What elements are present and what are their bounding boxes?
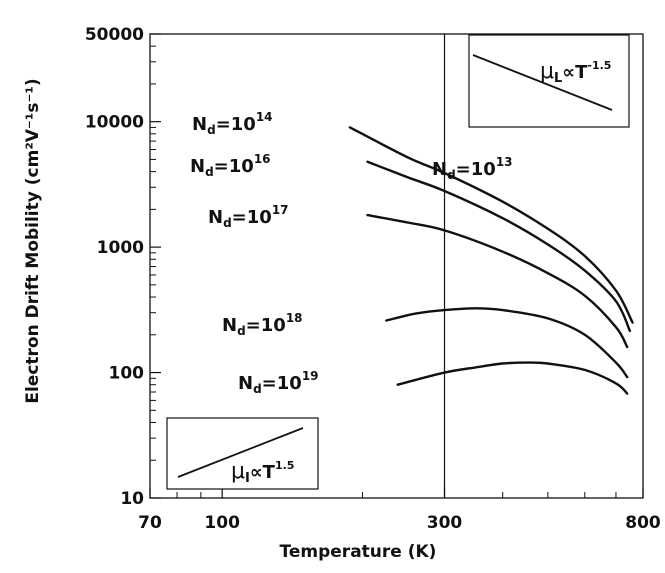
curve-label-nd-1e18: Nd=1018	[222, 311, 303, 338]
annotation-nd-1e13: Nd=1013	[432, 155, 513, 182]
curve-label-nd-1e17: Nd=1017	[208, 203, 289, 230]
y-tick-label: 50000	[85, 25, 144, 45]
axis-ticks: 10 100 1000 10000 50000 70 100 300 800	[85, 25, 661, 533]
curve-nd-1e19	[396, 361, 629, 395]
y-axis-title: Electron Drift Mobility (cm²V⁻¹s⁻¹)	[23, 78, 43, 403]
insets: μL∝T-1.5 μI∝T1.5	[166, 34, 630, 490]
curve-nd-1e16	[366, 160, 632, 333]
y-tick-label: 10	[120, 489, 144, 509]
y-tick-label: 100	[109, 364, 145, 384]
inset-top-right: μL∝T-1.5	[468, 34, 630, 128]
plot-area	[149, 33, 644, 499]
x-tick-label: 800	[625, 513, 661, 533]
inset-formula: μI∝T1.5	[231, 459, 294, 486]
mobility-curves	[348, 126, 634, 395]
inset-trend-line	[472, 54, 613, 111]
curve-label-nd-1e19: Nd=1019	[238, 369, 319, 396]
inset-box	[166, 417, 319, 490]
x-axis-title: Temperature (K)	[280, 542, 437, 562]
curve-nd-1e18	[385, 307, 629, 379]
y-tick-label: 1000	[97, 238, 144, 258]
curve-labels: Nd=1014 Nd=1016 Nd=1017 Nd=1018 Nd=1019 Nd=10…	[190, 110, 513, 396]
curve-nd-1e14	[348, 126, 634, 324]
curve-label-nd-1e16: Nd=1016	[190, 152, 271, 179]
curve-nd-1e17	[366, 213, 629, 349]
plot-border	[149, 33, 644, 499]
y-tick-label: 10000	[85, 113, 144, 133]
inset-box	[468, 34, 630, 128]
inset-formula: μL∝T-1.5	[540, 59, 611, 86]
x-tick-label: 70	[138, 513, 162, 533]
curve-label-nd-1e14: Nd=1014	[192, 110, 273, 137]
inset-trend-line	[177, 427, 304, 478]
x-tick-label: 300	[427, 513, 463, 533]
inset-bottom-left: μI∝T1.5	[166, 417, 319, 490]
x-tick-label: 100	[204, 513, 240, 533]
